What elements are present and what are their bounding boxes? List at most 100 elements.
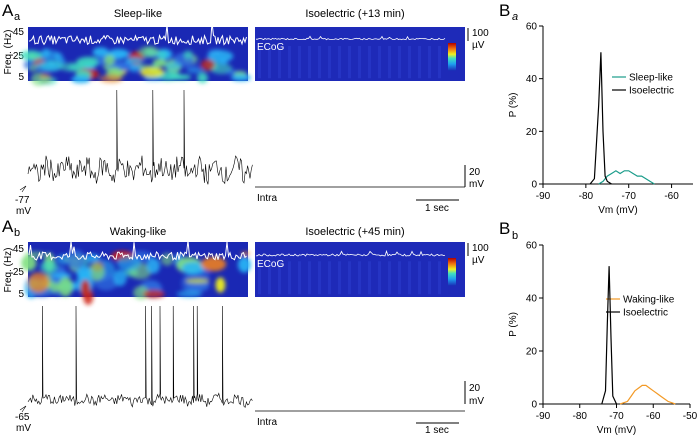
spectrogram-waking xyxy=(21,242,251,305)
ecog-scale-unit: µV xyxy=(472,40,485,51)
spectrogram-stripe xyxy=(328,45,331,79)
x-axis-label: Vm (mV) xyxy=(598,205,637,216)
spectrogram-blob xyxy=(76,56,101,67)
left-title: Sleep-like xyxy=(114,8,162,20)
spectrogram-blob xyxy=(143,290,165,299)
y-tick-label: 0 xyxy=(531,180,537,191)
spectrogram-blob xyxy=(184,64,199,70)
intra-scale-unit: mV xyxy=(469,179,484,190)
spectrogram-blob xyxy=(138,46,160,58)
spectrogram-blob xyxy=(27,272,49,293)
freq-axis-label: Freq. (Hz) xyxy=(3,30,14,75)
chart-Ba: 0 20 40 60 -90 -80 -70 -60 Vm (mV) P (%) Sleep-lik… xyxy=(508,22,693,216)
spectrogram-blob xyxy=(165,61,182,71)
y-tick-label: 40 xyxy=(526,294,538,305)
spectrogram-stripe xyxy=(428,261,431,295)
legend-label: Isoelectric xyxy=(629,86,674,97)
ecog-scale-value: 100 xyxy=(472,243,489,254)
freq-tick: 25 xyxy=(13,51,25,62)
y-tick-label: 40 xyxy=(526,74,538,85)
panel-Bb: B b 0 20 40 60 -90 -80 -70 -60 -50 Vm (mV) P (%) Wa… xyxy=(499,219,698,435)
intra-trace-waking xyxy=(27,305,253,408)
ecog-scale-value: 100 xyxy=(472,28,489,39)
ecog-scale-unit: µV xyxy=(472,255,485,266)
spectrogram-blob xyxy=(237,256,251,273)
spectrogram-stripe xyxy=(378,45,381,79)
spectrogram-blob xyxy=(99,74,123,83)
panel-Aa: A a Sleep-like Isoelectric (+13 min) Fre… xyxy=(2,1,489,217)
intra-scale-unit: mV xyxy=(469,396,484,407)
spectrogram-stripe xyxy=(368,261,371,295)
spectrogram-blob xyxy=(20,50,42,61)
panel-letter: A xyxy=(2,1,14,20)
spectrogram-blob xyxy=(71,75,91,84)
panel-letter: B xyxy=(499,1,510,20)
spectrogram-stripe xyxy=(438,45,441,79)
spectrogram-stripe xyxy=(288,261,291,295)
spectrogram-stripe xyxy=(328,261,331,295)
spectrogram-blob xyxy=(38,76,57,85)
x-tick-label: -90 xyxy=(536,411,551,422)
spectrogram-stripe xyxy=(308,45,311,79)
freq-tick: 45 xyxy=(13,244,25,255)
spectrogram-stripe xyxy=(308,261,311,295)
vm-marker xyxy=(19,185,27,193)
ecog-trace-waking xyxy=(28,240,247,261)
colorbar xyxy=(448,258,456,286)
spectrogram-blob xyxy=(87,263,105,281)
y-tick-label: 60 xyxy=(526,22,538,33)
ecog-label: ECoG xyxy=(257,259,284,270)
x-tick-label: -50 xyxy=(683,411,698,422)
spectrogram-stripe xyxy=(258,261,261,295)
spectrogram-blob xyxy=(201,256,227,272)
spectrogram-blob xyxy=(21,255,37,271)
spectrogram-stripe xyxy=(418,261,421,295)
spectrogram-blob xyxy=(58,277,73,297)
y-axis-label: P (%) xyxy=(508,312,519,337)
freq-tick: 25 xyxy=(13,267,25,278)
spectrogram-blob xyxy=(215,277,226,293)
time-scale: 1 sec xyxy=(425,425,449,435)
spectrogram-stripe xyxy=(268,45,271,79)
spectrogram-blob xyxy=(36,50,61,61)
ecog-trace-isoelectric xyxy=(256,35,446,41)
time-scale: 1 sec xyxy=(425,203,449,214)
spectrogram-stripe xyxy=(298,45,301,79)
spectrogram-blob xyxy=(230,74,252,82)
spectrogram-stripe xyxy=(298,261,301,295)
x-tick-label: -70 xyxy=(609,411,624,422)
spectrogram-blob xyxy=(92,47,109,57)
left-title: Waking-like xyxy=(110,226,166,238)
spectrogram-isoelectric xyxy=(255,27,465,81)
vm-label: -65 xyxy=(15,412,30,423)
spectrogram-stripe xyxy=(388,45,391,79)
spectrogram-stripe xyxy=(408,45,411,79)
spectrogram-blob xyxy=(183,50,193,59)
panel-letter: A xyxy=(2,217,14,236)
spectrogram-stripe xyxy=(378,261,381,295)
spectrogram-stripe xyxy=(358,45,361,79)
vm-label: -77 xyxy=(15,195,30,206)
x-tick-label: -80 xyxy=(573,411,588,422)
ecog-label: ECoG xyxy=(257,42,284,53)
x-tick-label: -60 xyxy=(646,411,661,422)
intra-trace-sleep xyxy=(27,89,253,185)
x-axis-label: Vm (mV) xyxy=(597,425,636,435)
intra-label: Intra xyxy=(257,193,277,204)
spectrogram-blob xyxy=(207,50,234,63)
spectrogram-blob xyxy=(80,279,91,298)
y-tick-label: 0 xyxy=(531,400,537,411)
series-line-waking-like xyxy=(619,384,676,405)
spectrogram-blob xyxy=(176,290,203,298)
spectrogram-stripe xyxy=(278,261,281,295)
intra-label: Intra xyxy=(257,417,277,428)
x-tick-label: -80 xyxy=(579,191,594,202)
freq-tick: 5 xyxy=(18,289,24,300)
spectrogram-stripe xyxy=(268,261,271,295)
vm-unit: mV xyxy=(16,423,31,434)
y-tick-label: 20 xyxy=(526,347,538,358)
panel-sub: b xyxy=(512,230,518,242)
spectrogram-blob xyxy=(67,249,85,270)
legend-label: Isoelectric xyxy=(623,308,668,319)
spectrogram-blob xyxy=(35,61,61,72)
